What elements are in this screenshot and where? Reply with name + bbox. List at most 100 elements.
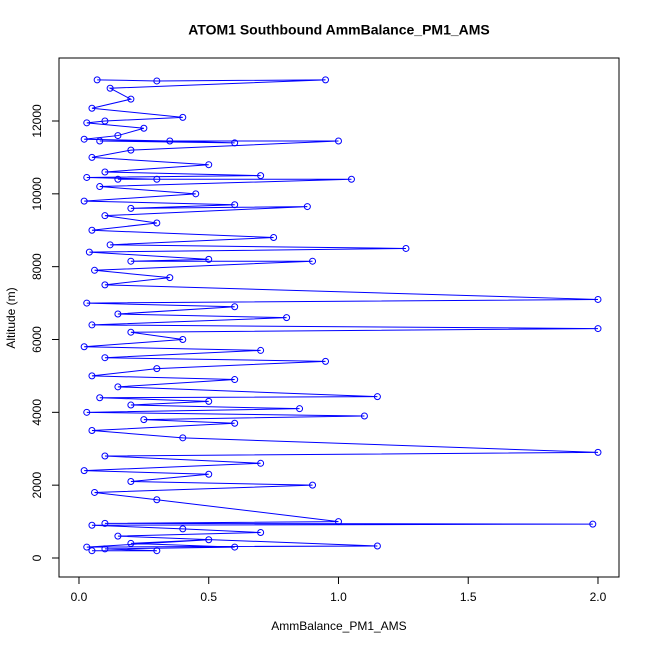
data-point (80, 343, 88, 351)
data-point (83, 299, 91, 307)
data-point (101, 117, 109, 125)
data-point (85, 248, 93, 256)
data-point (88, 153, 96, 161)
chart-title: ATOM1 Southbound AmmBalance_PM1_AMS (188, 22, 490, 38)
data-point (127, 539, 135, 547)
data-point (334, 518, 342, 526)
data-point (303, 203, 311, 211)
data-point (153, 219, 161, 227)
y-axis-label: Altitude (m) (4, 287, 18, 348)
data-point (231, 201, 239, 209)
data-point (127, 204, 135, 212)
y-tick-label: 10000 (30, 177, 44, 211)
data-point (231, 419, 239, 427)
data-point (140, 416, 148, 424)
data-point (179, 434, 187, 442)
data-point (88, 321, 96, 329)
data-line (84, 79, 598, 552)
x-tick-label: 1.0 (330, 590, 347, 604)
data-point (106, 84, 114, 92)
data-point (309, 481, 317, 489)
data-point (296, 405, 304, 413)
data-point (153, 77, 161, 85)
y-tick-label: 4000 (30, 399, 44, 426)
data-point (101, 168, 109, 176)
data-point (153, 547, 161, 555)
data-point (127, 257, 135, 265)
data-point (114, 383, 122, 391)
data-point (114, 310, 122, 318)
data-point (101, 519, 109, 527)
data-point (88, 372, 96, 380)
data-point (179, 113, 187, 121)
data-point (153, 365, 161, 373)
data-point (101, 354, 109, 362)
data-point (101, 452, 109, 460)
data-point (88, 427, 96, 435)
data-point (127, 478, 135, 486)
data-point (127, 146, 135, 154)
data-point (205, 161, 213, 169)
data-point (231, 376, 239, 384)
data-point (373, 393, 381, 401)
plot-frame (58, 57, 620, 578)
data-point (91, 488, 99, 496)
data-point (589, 520, 597, 528)
data-point (91, 266, 99, 274)
data-point (594, 448, 602, 456)
y-tick-label: 8000 (30, 253, 44, 280)
data-point (80, 197, 88, 205)
data-point (101, 545, 109, 553)
data-point (140, 124, 148, 132)
data-point (114, 132, 122, 140)
data-point (106, 241, 114, 249)
data-point (80, 135, 88, 143)
data-point (127, 328, 135, 336)
y-tick-label: 12000 (30, 104, 44, 138)
x-axis-label: AmmBalance_PM1_AMS (271, 619, 406, 633)
data-point (322, 357, 330, 365)
data-point (360, 412, 368, 420)
y-tick-label: 2000 (30, 471, 44, 498)
data-point (322, 76, 330, 84)
y-tick-label: 6000 (30, 326, 44, 353)
data-point (101, 212, 109, 220)
data-point (96, 183, 104, 191)
x-tick-label: 0.0 (71, 590, 88, 604)
x-tick-label: 1.5 (460, 590, 477, 604)
data-point (231, 303, 239, 311)
data-point (179, 335, 187, 343)
data-point (153, 175, 161, 183)
data-point (114, 175, 122, 183)
data-point (166, 137, 174, 145)
data-point (347, 175, 355, 183)
data-point (127, 95, 135, 103)
data-point (88, 104, 96, 112)
data-point (96, 394, 104, 402)
data-point (114, 532, 122, 540)
data-point (93, 76, 101, 84)
data-point (283, 314, 291, 322)
data-point (231, 543, 239, 551)
data-point (205, 397, 213, 405)
data-point (257, 528, 265, 536)
data-point (205, 470, 213, 478)
data-point (153, 496, 161, 504)
data-point (594, 325, 602, 333)
data-point (373, 542, 381, 550)
data-point (83, 543, 91, 551)
data-point (257, 346, 265, 354)
data-point (334, 137, 342, 145)
data-point (88, 547, 96, 555)
data-point (402, 244, 410, 252)
data-point (166, 274, 174, 282)
y-tick-label: 0 (30, 554, 44, 561)
data-point (83, 119, 91, 127)
data-point (257, 459, 265, 467)
x-tick-label: 2.0 (590, 590, 607, 604)
data-point (96, 137, 104, 145)
data-point (257, 172, 265, 180)
data-point (205, 536, 213, 544)
data-point (127, 401, 135, 409)
data-point (83, 173, 91, 181)
